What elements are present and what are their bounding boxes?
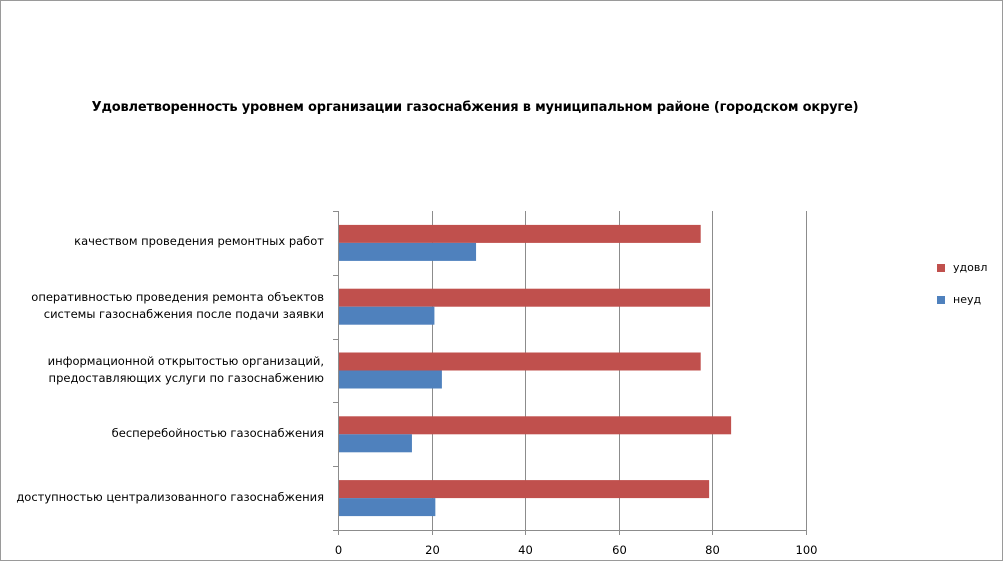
bar-neud-4 [339,498,436,517]
category-label-1: оперативностью проведения ремонта объект… [0,289,324,323]
legend-swatch-neud [937,295,945,304]
x-tick-label-60: 60 [612,543,627,557]
legend: удовл неуд [937,259,987,323]
bar-udovl-0 [339,224,701,243]
category-label-line: системы газоснабжения после подачи заявк… [43,306,324,321]
bar-neud-0 [339,242,477,261]
bar-neud-2 [339,370,442,389]
legend-item-udovl: удовл [937,259,987,276]
legend-item-neud: неуд [937,291,987,308]
category-label-line: качеством проведения ремонтных работ [74,234,324,249]
legend-label-neud: неуд [953,293,982,306]
x-tick-label-80: 80 [705,543,720,557]
legend-swatch-udovl [937,263,945,272]
category-label-line: предоставляющих услуги по газоснабжению [48,370,324,385]
x-tick-label-100: 100 [796,543,818,557]
x-tick-label-0: 0 [335,543,342,557]
category-label-0: качеством проведения ремонтных работ [0,233,324,250]
bar-udovl-4 [339,480,710,499]
x-tick-label-40: 40 [518,543,533,557]
category-label-4: доступностью централизованного газоснабж… [0,489,324,506]
bar-udovl-3 [339,416,732,435]
category-label-line: информационной открытостью организаций, [47,353,324,368]
category-label-3: бесперебойностью газоснабжения [0,425,324,442]
bar-udovl-1 [339,288,711,307]
bar-neud-1 [339,306,435,325]
chart-title: Удовлетворенность уровнем организации га… [91,100,859,115]
legend-label-udovl: удовл [953,261,988,274]
bar-udovl-2 [339,352,701,371]
category-label-line: доступностью централизованного газоснабж… [16,489,324,504]
bar-neud-3 [339,434,412,453]
category-label-line: бесперебойностью газоснабжения [111,425,324,440]
x-tick-label-20: 20 [425,543,440,557]
category-label-line: оперативностью проведения ремонта объект… [31,289,324,304]
category-label-2: информационной открытостью организаций, п… [0,353,324,387]
